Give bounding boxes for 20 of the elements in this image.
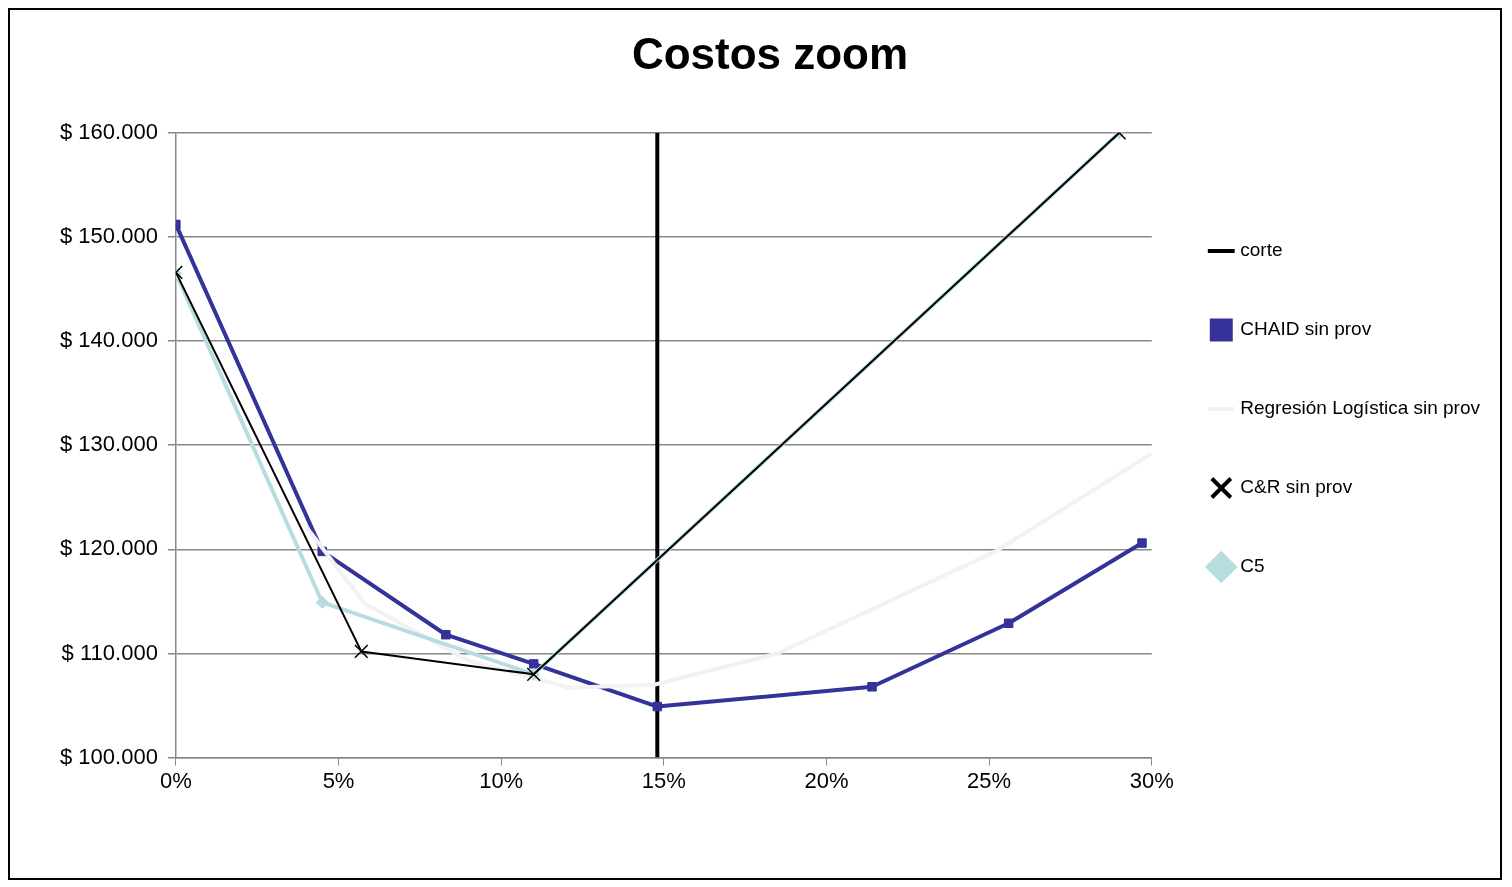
chart-title: Costos zoom — [631, 28, 909, 78]
x-tick-label: 20% — [804, 767, 849, 793]
y-tick-label: $ 160.000 — [60, 118, 158, 144]
x-tick-label: 15% — [641, 767, 686, 793]
legend-label: corte — [1240, 239, 1283, 261]
x-tick-label: 30% — [1129, 767, 1174, 793]
y-tick-label: $ 140.000 — [60, 327, 158, 353]
x-tick-label: 5% — [322, 767, 355, 793]
legend-label: CHAID sin prov — [1240, 318, 1372, 340]
y-tick-label: $ 130.000 — [60, 431, 158, 457]
y-tick-label: $ 150.000 — [60, 223, 158, 248]
y-tick-label: $ 120.000 — [60, 535, 158, 561]
x-tick-label: 0% — [159, 767, 192, 793]
legend-label: C5 — [1240, 555, 1265, 577]
x-tick-label: 25% — [967, 767, 1012, 793]
legend-label: Regresión Logística sin prov — [1240, 397, 1481, 419]
y-tick-label: $ 100.000 — [60, 743, 158, 769]
legend-label: C&R sin prov — [1240, 476, 1353, 498]
y-tick-label: $ 110.000 — [61, 639, 158, 665]
x-tick-label: 10% — [479, 767, 524, 793]
